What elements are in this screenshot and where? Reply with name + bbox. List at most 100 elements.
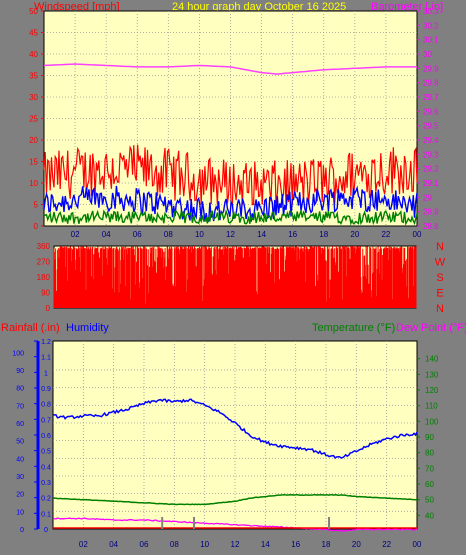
rainfall-axis: 0 0.1 0.2 0.3 0.4 0.5 0.6 0.7 0.8 0.9 1 1.1 1.2 [34,339,51,534]
wind-series [43,63,418,226]
humidity-ytick-label: 50 [16,439,24,446]
rainfall-ytick-label: 0.2 [41,496,51,503]
direction-compass-letter: S [436,272,443,284]
graph-title: 24 hour graph day October 16 2025 [172,1,346,13]
climate-xtick-label: 08 [170,540,179,549]
rainfall-ytick-label: 0.7 [41,417,51,424]
climate-xtick-label: 12 [231,540,240,549]
climate-xtick-label: 00 [413,540,422,549]
rainfall-ytick-label: 1 [44,370,48,377]
direction-ytick-label: 180 [37,273,51,282]
rainfall-ytick-label: 0.8 [41,402,51,409]
wind-ytick-label: 35 [29,72,38,81]
windspeed-label: Windspeed [mph] [34,1,120,13]
direction-bars [53,246,417,308]
barometer-ytick-label: 29.3 [423,150,439,159]
direction-ytick-label: 270 [37,258,51,267]
direction-compass-letter: N [436,241,444,253]
climate-xtick-label: 18 [322,540,331,549]
wind-xtick-label: 18 [319,230,328,239]
humidity-label: Humidity [66,322,109,334]
humidity-ytick-label: 20 [16,492,24,499]
barometer-ytick-label: 29 [423,193,432,202]
wind-ytick-label: 45 [29,29,38,38]
wind-xtick-label: 12 [226,230,235,239]
temperature-ytick-label: 70 [425,464,434,473]
wind-average-line [43,185,418,222]
wind-ytick-label: 25 [29,115,38,124]
humidity-ytick-label: 70 [16,403,24,410]
rainfall-ytick-label: 0.4 [41,464,51,471]
barometer-label: Barometer [.in] [371,1,443,13]
wind-ytick-label: 0 [34,222,39,231]
barometer-ytick-label: 29.4 [423,136,439,145]
barometer-ytick-label: 29.2 [423,165,439,174]
rainfall-ytick-label: 0.1 [41,511,51,518]
wind-xtick-label: 04 [102,230,111,239]
climate-xtick-label: 06 [140,540,149,549]
rainfall-label: Rainfall (.in) [1,322,60,334]
wind-xtick-label: 00 [413,230,422,239]
temperature-ytick-label: 120 [425,386,439,395]
humidity-ytick-label: 90 [16,368,24,375]
humidity-ytick-label: 0 [20,527,24,534]
barometer-ytick-label: 30 [423,50,432,59]
climate-xtick-label: 10 [200,540,209,549]
wind-gust-line [43,144,418,207]
climate-xtick-label: 20 [352,540,361,549]
humidity-line [52,398,418,460]
temperature-axis: 40 50 60 70 80 90 100 110 120 130 140 [417,355,439,520]
climate-xtick-label: 16 [291,540,300,549]
direction-ytick-label: 0 [46,304,51,313]
rainfall-ytick-label: 0.3 [41,480,51,487]
wind-xtick-label: 22 [381,230,390,239]
barometer-ytick-label: 28.9 [423,208,439,217]
barometer-axis-right: 28.8 28.9 29 29.1 29.2 29.3 29.4 29.5 29.6 29.7 29… [417,7,439,231]
humidity-ytick-label: 60 [16,421,24,428]
temperature-line [52,493,417,506]
direction-series [53,246,417,308]
humidity-ytick-label: 100 [12,350,24,357]
temperature-ytick-label: 140 [425,355,439,364]
temperature-ytick-label: 50 [425,496,434,505]
barometer-ytick-label: 29.6 [423,107,439,116]
barometer-ytick-label: 29.1 [423,179,439,188]
wind-x-axis: 02 04 06 08 10 12 14 16 18 20 22 00 [71,230,422,239]
rainfall-ytick-label: 0.5 [41,449,51,456]
rainfall-ytick-label: 1.1 [41,355,51,362]
temperature-label: Temperature (°F) [312,322,395,334]
climate-series [52,398,418,532]
dewpoint-label: Dew Point (°F) [396,322,466,334]
climate-xtick-label: 02 [79,540,88,549]
wind-ytick-label: 50 [29,7,38,16]
barometer-line [43,63,417,75]
temperature-ytick-label: 80 [425,449,434,458]
barometer-ytick-label: 29.8 [423,79,439,88]
barometer-ytick-label: 29.7 [423,93,439,102]
humidity-ytick-label: 30 [16,474,24,481]
humidity-axis: 0 10 20 30 40 50 60 70 80 90 100 [12,350,24,534]
direction-ytick-label: 360 [37,242,51,251]
temperature-ytick-label: 130 [425,370,439,379]
rainfall-ytick-label: 0.6 [41,433,51,440]
climate-x-axis: 02 04 06 08 10 12 14 16 18 20 22 00 [79,540,422,549]
wind-xtick-label: 10 [195,230,204,239]
humidity-ytick-label: 80 [16,386,24,393]
temperature-ytick-label: 40 [425,511,434,520]
wind-axis-left: 0 5 10 15 20 25 30 35 40 45 50 [29,7,44,231]
wind-ytick-label: 10 [29,179,38,188]
barometer-ytick-label: 30.3 [423,7,439,16]
temperature-ytick-label: 60 [425,480,434,489]
barometer-ytick-label: 29.9 [423,64,439,73]
direction-axis-left: 0 90 180 270 360 [37,242,51,313]
wind-ytick-label: 20 [29,136,38,145]
wind-ytick-label: 40 [29,50,38,59]
climate-xtick-label: 14 [261,540,270,549]
rainfall-ytick-label: 1.2 [41,339,51,346]
wind-ytick-label: 30 [29,93,38,102]
temperature-ytick-label: 100 [425,417,439,426]
temperature-ytick-label: 110 [425,402,438,411]
wind-xtick-label: 08 [164,230,173,239]
direction-ytick-label: 90 [41,289,50,298]
